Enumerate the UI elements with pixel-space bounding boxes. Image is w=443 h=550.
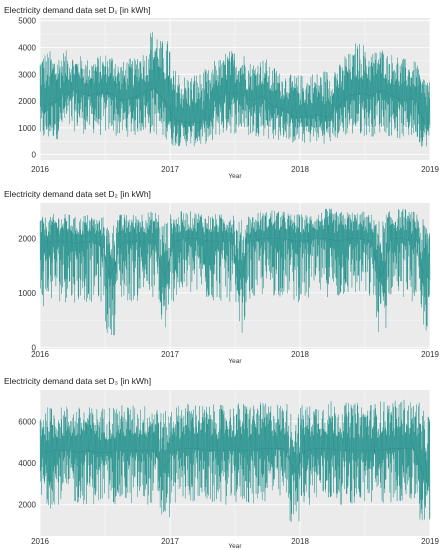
x-tick-label: 2016 (31, 350, 49, 359)
y-tick-label: 2000 (18, 234, 36, 243)
x-tick-label: 2018 (291, 165, 309, 174)
y-tick-label: 5000 (18, 17, 36, 26)
x-tick-label: 2018 (291, 350, 309, 359)
x-tick-label: 2019 (421, 350, 439, 359)
chart-title: Electricity demand data set D₃ [in kWh] (4, 376, 151, 386)
x-tick-label: 2016 (31, 537, 49, 546)
chart-panel-1: Electricity demand data set D₁ [in kWh] 0… (4, 5, 439, 180)
x-tick-label: 2017 (161, 537, 179, 546)
x-tick-label: 2019 (421, 537, 439, 546)
y-tick-label: 2000 (18, 97, 36, 106)
y-tick-label: 4000 (18, 459, 36, 468)
x-tick-label: 2016 (31, 165, 49, 174)
y-tick-label: 0 (32, 151, 37, 160)
x-tick-label: 2019 (421, 165, 439, 174)
chart-panel-2: Electricity demand data set D₂ [in kWh]0… (4, 189, 439, 365)
x-tick-label: 2017 (161, 165, 179, 174)
y-tick-label: 3000 (18, 70, 36, 79)
y-tick-label: 1000 (18, 124, 36, 133)
chart-title: Electricity demand data set D₁ [in kWh] (4, 5, 150, 15)
x-tick-label: 2017 (161, 350, 179, 359)
x-axis-label: Year (228, 543, 242, 550)
chart-panel-3: Electricity demand data set D₃ [in kWh] 2… (4, 376, 439, 550)
chart-title: Electricity demand data set D₂ [in kWh] (4, 189, 151, 199)
x-axis-label: Year (228, 173, 242, 180)
y-tick-label: 6000 (18, 417, 36, 426)
y-tick-label: 2000 (18, 501, 36, 510)
y-tick-label: 4000 (18, 43, 36, 52)
y-tick-label: 1000 (18, 289, 36, 298)
x-tick-label: 2018 (291, 537, 309, 546)
x-axis-label: Year (228, 358, 242, 365)
